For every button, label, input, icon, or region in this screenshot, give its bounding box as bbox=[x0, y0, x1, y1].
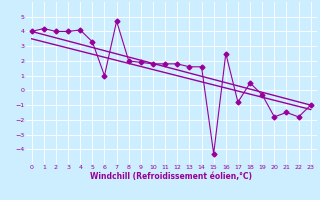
X-axis label: Windchill (Refroidissement éolien,°C): Windchill (Refroidissement éolien,°C) bbox=[90, 172, 252, 181]
